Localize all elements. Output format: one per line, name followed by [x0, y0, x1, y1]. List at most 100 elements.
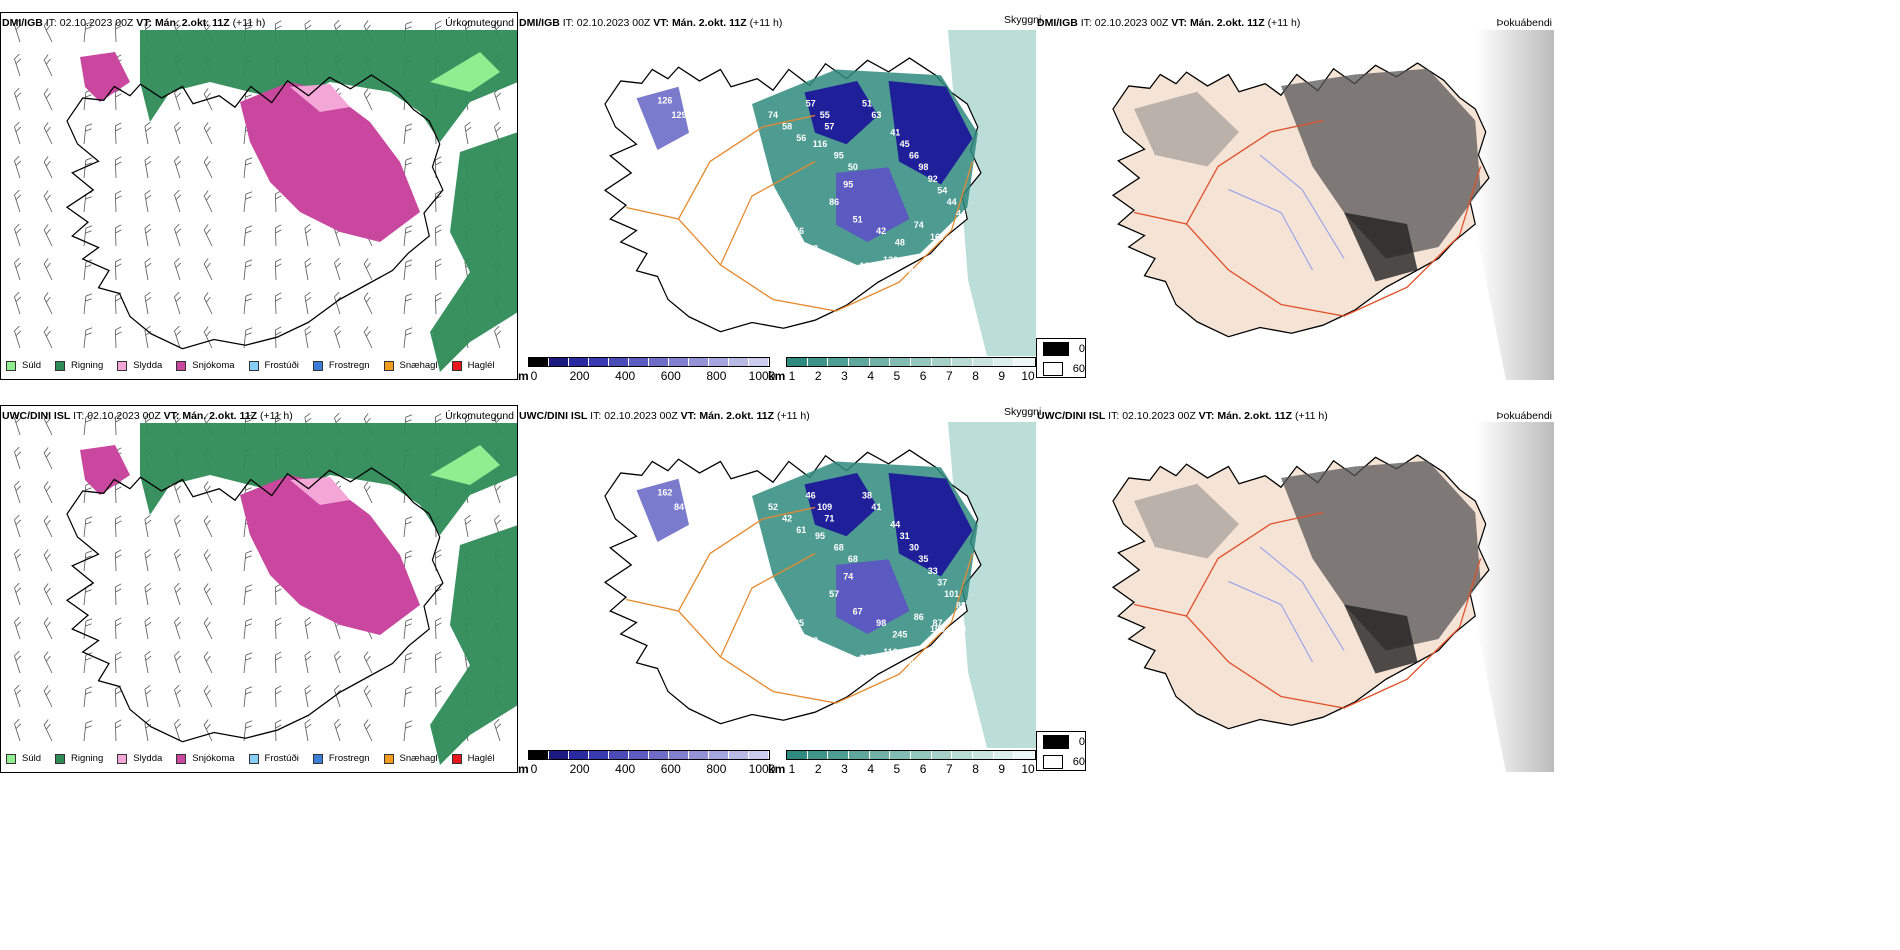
- visibility-value: 38: [862, 490, 872, 500]
- glacier-area: [888, 473, 973, 577]
- colorbar-segment: [993, 751, 1015, 759]
- colorbar-tick: 6: [919, 762, 927, 776]
- wind-barb-feather: [205, 92, 211, 99]
- wind-barb-staff: [334, 723, 341, 742]
- wind-barb-feather: [115, 292, 122, 297]
- colorbar-segment: [749, 751, 769, 759]
- visibility-value: 54: [937, 185, 947, 195]
- wind-barb: [434, 258, 442, 281]
- wind-barb-feather: [85, 686, 93, 690]
- visibility-value: 86: [914, 612, 924, 622]
- wind-barb-feather: [15, 126, 22, 132]
- visibility-value: 98: [918, 162, 928, 172]
- colorbar-segment: [609, 358, 629, 366]
- wind-barb-feather: [405, 123, 413, 127]
- wind-barb-feather: [435, 690, 442, 695]
- colorbar-tick: 5: [893, 762, 901, 776]
- wind-barb: [174, 650, 182, 674]
- wind-barb-feather: [45, 587, 51, 594]
- wind-barb-feather: [435, 554, 442, 559]
- wind-barb-staff: [144, 553, 149, 572]
- wind-barb-feather: [45, 485, 51, 492]
- wind-barb-feather: [365, 485, 371, 492]
- visibility-value: 41: [890, 127, 900, 137]
- wind-barb-feather: [435, 418, 442, 423]
- fog-key-label: 60: [1072, 756, 1085, 768]
- legend-label: Frostúði: [264, 753, 299, 764]
- wind-barb-staff: [403, 689, 407, 708]
- wind-barb-feather: [14, 650, 20, 657]
- fog-key-label: 60: [1072, 363, 1085, 375]
- wind-barb-feather: [43, 88, 49, 95]
- wind-barb-staff: [363, 724, 373, 742]
- wind-barb: [403, 225, 413, 247]
- wind-barb-feather: [435, 229, 442, 234]
- wind-barb: [83, 157, 93, 179]
- wind-barb-feather: [464, 514, 471, 520]
- visibility-value: 33: [928, 566, 938, 576]
- wind-barb-feather: [405, 128, 412, 132]
- wind-barb-feather: [203, 258, 209, 265]
- visibility-value: 51: [853, 214, 863, 224]
- wind-barb-feather: [14, 53, 20, 60]
- wind-barb-feather: [85, 128, 92, 132]
- wind-barb-feather: [15, 519, 22, 525]
- colorbar-segment: [729, 751, 749, 759]
- wind-barb-staff: [274, 688, 277, 708]
- wind-barb: [14, 684, 22, 708]
- wind-barb-staff: [274, 620, 277, 640]
- visibility-value: 167: [930, 232, 945, 242]
- wind-barb-feather: [14, 582, 20, 589]
- wind-barb: [203, 88, 213, 111]
- wind-barb-staff: [174, 655, 181, 674]
- wind-barb-feather: [405, 725, 412, 729]
- legend-swatch: [248, 360, 259, 371]
- wind-barb-feather: [43, 224, 49, 231]
- wind-barb-feather: [85, 293, 93, 297]
- colorbar-segment: [931, 358, 953, 366]
- wind-barb-staff: [43, 93, 53, 111]
- wind-barb-staff: [403, 330, 407, 349]
- wind-barb-staff: [434, 227, 437, 247]
- wind-barb: [203, 190, 213, 213]
- wind-barb-feather: [85, 196, 92, 200]
- wind-barb-staff: [203, 724, 213, 742]
- colorbar-segment: [629, 751, 649, 759]
- wind-barb: [114, 617, 122, 640]
- wind-barb-feather: [175, 723, 182, 729]
- colorbar-segment: [828, 751, 850, 759]
- visibility-value: 85: [665, 185, 675, 195]
- wind-barb-feather: [43, 549, 49, 556]
- iceland-group: [65, 74, 444, 350]
- wind-barb-staff: [434, 654, 437, 674]
- wind-barb: [43, 413, 53, 436]
- wind-barb-feather: [275, 297, 282, 302]
- wind-barb-feather: [405, 555, 412, 559]
- wind-barb-staff: [144, 723, 149, 742]
- visibility-value: 283: [859, 653, 874, 663]
- colorbar-segment: [973, 358, 994, 366]
- wind-barb-staff: [14, 689, 21, 708]
- wind-barb-staff: [114, 484, 117, 504]
- legend-item: Frostregn: [312, 360, 370, 371]
- wind-barb-feather: [275, 690, 282, 695]
- wind-barb-feather: [205, 417, 211, 424]
- legend-item: Súld: [6, 360, 41, 371]
- colorbar-tick: 10: [1021, 762, 1035, 776]
- wind-barb: [144, 257, 152, 281]
- wind-barb: [174, 684, 182, 708]
- wind-barb-feather: [275, 292, 282, 297]
- legend-label: Snæhagl: [399, 753, 438, 764]
- wind-barb-feather: [45, 194, 51, 201]
- legend-label: Slydda: [133, 753, 163, 764]
- wind-barb-feather: [15, 58, 22, 64]
- precip-panel-frame-row1: [0, 12, 518, 380]
- wind-barb-feather: [205, 24, 211, 31]
- fog-key-row: 60: [1043, 752, 1085, 772]
- wind-barb-staff: [14, 228, 21, 247]
- wind-barb-staff: [114, 688, 117, 708]
- wind-barb-staff: [114, 261, 117, 281]
- wind-barb-staff: [43, 554, 53, 572]
- wind-barb-feather: [175, 24, 182, 30]
- wind-barb-feather: [435, 549, 442, 554]
